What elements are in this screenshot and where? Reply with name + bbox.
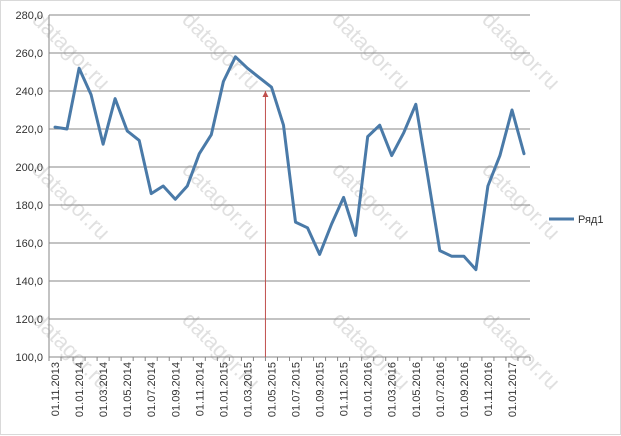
x-tick-label: 01.03.2015 (242, 362, 254, 417)
x-tick-label: 01.07.2016 (435, 362, 447, 417)
x-tick-label: 01.11.2013 (50, 362, 62, 416)
x-tick-label: 01.05.2015 (266, 362, 278, 417)
x-tick-label: 01.07.2014 (146, 362, 158, 417)
x-tick-label: 01.03.2016 (387, 362, 399, 417)
y-tick-label: 140,0 (15, 276, 43, 288)
x-tick-label: 01.01.2017 (507, 362, 519, 417)
x-tick-label: 01.09.2015 (315, 362, 327, 417)
y-axis-ticks: 100,0 120,0 140,0 160,0 180,0 200,0 220,0 240,0… (15, 10, 43, 364)
x-tick-label: 01.11.2016 (483, 362, 495, 416)
y-tick-label: 100,0 (15, 352, 43, 364)
series-line-ryad1 (55, 57, 524, 270)
gridlines (49, 15, 530, 361)
x-axis-ticks: 01.11.2013 01.01.2014 01.03.2014 01.05.2014… (50, 362, 519, 417)
x-tick-label: 01.05.2014 (122, 362, 134, 417)
x-tick-label: 01.11.2014 (194, 362, 206, 416)
y-tick-label: 120,0 (15, 314, 43, 326)
y-tick-label: 260,0 (15, 48, 43, 60)
y-tick-label: 160,0 (15, 238, 43, 250)
marker-arrowhead (262, 91, 268, 97)
x-tick-label: 01.01.2015 (218, 362, 230, 417)
legend-label-ryad1: Ряд1 (578, 214, 603, 226)
watermark-text: datagor.ru (327, 7, 415, 95)
watermark-text: datagor.ru (177, 157, 265, 245)
x-tick-label: 01.01.2016 (363, 362, 375, 417)
x-tick-label: 01.07.2015 (291, 362, 303, 417)
y-tick-label: 200,0 (15, 162, 43, 174)
x-tick-label: 01.11.2015 (339, 362, 351, 416)
y-tick-label: 280,0 (15, 10, 43, 22)
x-tick-label: 01.03.2014 (98, 362, 110, 417)
watermark-text: datagor.ru (177, 7, 265, 95)
watermark-text: datagor.ru (477, 7, 565, 95)
x-tick-label: 01.09.2016 (459, 362, 471, 417)
x-tick-label: 01.05.2016 (411, 362, 423, 417)
x-tick-label: 01.09.2014 (170, 362, 182, 417)
y-tick-label: 180,0 (15, 200, 43, 212)
x-tick-label: 01.01.2014 (74, 362, 86, 417)
y-tick-label: 240,0 (15, 86, 43, 98)
series-layer (55, 57, 524, 270)
y-tick-label: 220,0 (15, 124, 43, 136)
watermark-text: datagor.ru (477, 157, 565, 245)
